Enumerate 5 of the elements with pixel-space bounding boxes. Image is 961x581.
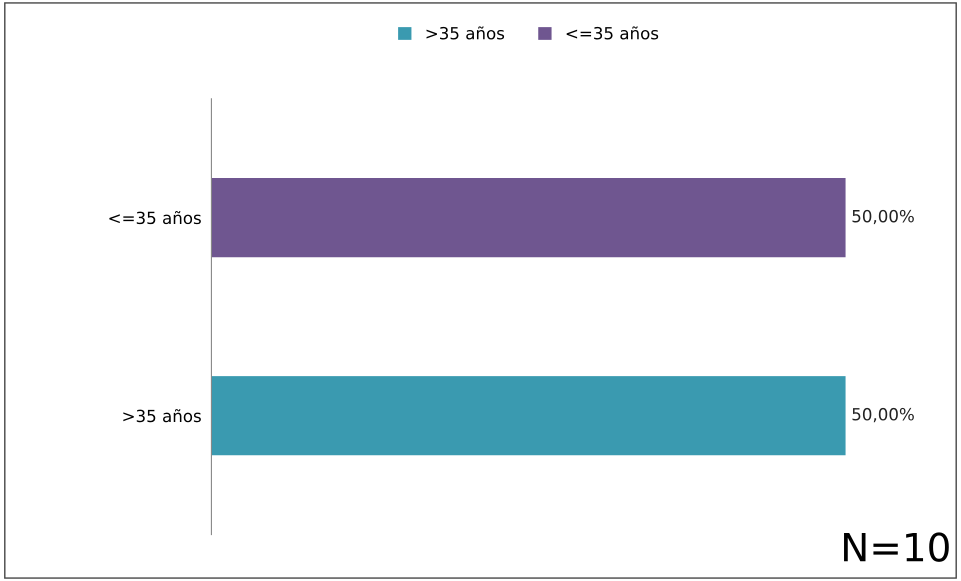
annotation: N=10: [844, 532, 949, 562]
data-label: 50,00%: [852, 210, 914, 224]
legend-label: >35 años: [426, 26, 504, 40]
data-label: 50,00%: [852, 408, 914, 422]
legend-label: <=35 años: [566, 26, 658, 40]
